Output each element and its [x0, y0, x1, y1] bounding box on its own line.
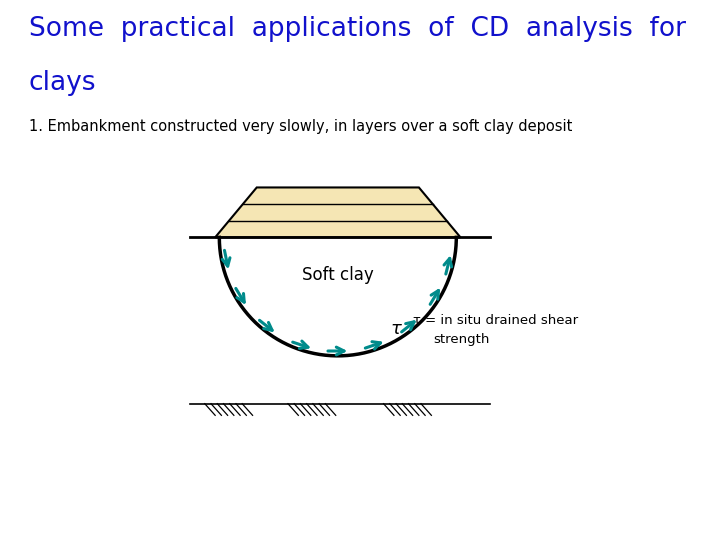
Text: τ = in situ drained shear: τ = in situ drained shear: [413, 314, 577, 327]
Polygon shape: [215, 187, 461, 238]
Text: strength: strength: [433, 333, 490, 346]
Text: τ: τ: [390, 320, 402, 338]
Text: Soft clay: Soft clay: [302, 266, 374, 284]
Text: Some  practical  applications  of  CD  analysis  for: Some practical applications of CD analys…: [29, 16, 685, 42]
Text: 1. Embankment constructed very slowly, in layers over a soft clay deposit: 1. Embankment constructed very slowly, i…: [29, 119, 572, 134]
Text: clays: clays: [29, 70, 96, 96]
